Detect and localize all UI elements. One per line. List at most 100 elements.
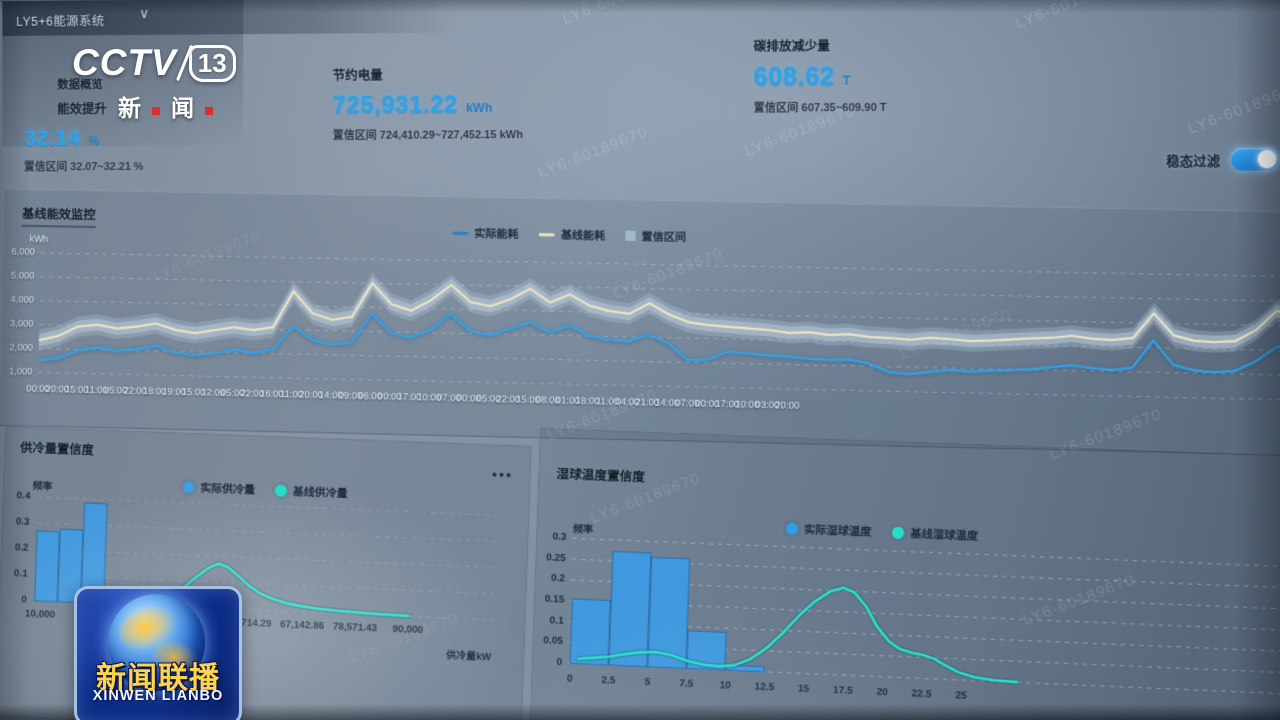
axis-tick-label: 0.25 [545,552,566,564]
metric-unit: kWh [465,100,493,116]
steady-state-filter: 稳态过滤 [1166,147,1279,171]
cctv-wordmark: CCTV [72,42,177,83]
axis-tick-label: 20 [876,686,889,699]
metric-carbon-reduction: 碳排放减少量 608.62 T 置信区间 607.35~609.90 T [754,35,887,116]
axis-tick-label: 0.05 [543,635,564,648]
chevron-down-icon[interactable]: ∨ [139,4,150,21]
dot-swatch-icon [785,522,799,535]
main-chart-svg [38,248,1280,407]
legend-item-actual-cooling[interactable]: 实际供冷量 [182,479,255,498]
axis-tick-label: 3,000 [9,318,34,330]
metric-unit: % [88,134,100,149]
metric-confidence-interval: 置信区间 724,410.29~727,452.15 kWh [332,129,523,143]
axis-tick-label: 22.5 [911,688,932,701]
axis-tick-label: 0.4 [16,490,31,502]
xinwen-lianbo-logo: 新闻联播 XINWEN LIANBO [74,586,242,720]
metric-value: 608.62 [753,62,835,92]
watermark: LY6-60189670 [1013,0,1131,33]
legend-label: 实际供冷量 [200,482,256,497]
watermark: LY6-60189670 [535,123,651,182]
legend-item-actual-wetbulb[interactable]: 实际湿球温度 [785,520,872,540]
more-options-button[interactable] [492,472,511,478]
cctv-13-logo: CCTV 13 新 闻 [72,42,236,123]
dot-swatch-icon [891,526,905,540]
axis-tick-label: 0.3 [552,531,567,544]
watermark: LY6-60189670 [1185,78,1280,139]
chart-legend: 实际能耗 基线能耗 置信区间 [452,225,686,245]
axis-tick-label: 0 [556,656,563,669]
axis-tick-label: 25 [955,690,967,702]
axis-tick-label: 10,000 [24,608,56,621]
watermark: LY6-60189670 [560,0,675,28]
square-swatch-icon [625,230,636,242]
legend-label: 基线供冷量 [292,486,348,501]
metric-label: 碳排放减少量 [753,39,830,54]
steady-state-filter-toggle[interactable] [1230,147,1279,171]
legend-label: 基线湿球温度 [910,528,979,543]
panel-title: 供冷量置信度 [19,440,95,458]
legend-item-baseline-wetbulb[interactable]: 基线湿球温度 [891,524,979,544]
panel-wetbulb-confidence: 湿球温度置信度 实际湿球温度 基线湿球温度 频率 0.3 0.25 0.2 0.15 0… [528,426,1280,720]
system-selector[interactable]: LY5+6能源系统 [16,14,105,29]
cctv-channel-name: 新 [118,95,141,121]
axis-tick-label: 10 [719,679,732,692]
axis-tick-label: 0.2 [550,573,566,585]
panel-title: 基线能效监控 [21,202,96,229]
cctv-channel-number: 13 [188,44,236,82]
line-swatch-icon [452,231,469,235]
axis-tick-label: 5,000 [10,270,35,282]
legend-label: 实际能耗 [474,228,519,241]
axis-tick-label: 0.1 [549,614,564,627]
metric-label: 节约电量 [332,68,383,83]
red-square-icon [205,107,213,115]
gridline [41,253,1280,277]
axis-tick-label: 17.5 [832,684,853,697]
program-title-latin: XINWEN LIANBO [92,688,224,704]
panel-baseline-energy-monitor: 基线能效监控 实际能耗 基线能耗 置信区间 kWh 6,000 5,000 4,00… [0,188,1280,456]
axis-tick-label: 0.3 [15,516,30,528]
metric-value: 725,931.22 [332,91,458,119]
dot-swatch-icon [182,480,195,494]
legend-label: 基线能耗 [560,229,606,243]
cctv-channel-name: 闻 [171,95,194,121]
axis-tick-label: 12.5 [754,681,775,694]
x-axis-label: 供冷量kW [445,650,492,664]
axis-tick-label: 2.5 [601,674,616,687]
time-tick-label: 20:00 [775,400,800,412]
main-chart-yticks: 6,000 5,000 4,000 3,000 2,000 1,000 [5,189,1280,377]
axis-tick-label: 0.2 [14,542,29,554]
y-axis-unit: kWh [29,233,49,246]
axis-tick-label: 0.1 [13,568,28,580]
legend-item-confidence-band[interactable]: 置信区间 [625,228,686,245]
axis-tick-label: 67,142.86 [279,619,325,633]
main-chart-xlabels: 00:00 20:00 15:00 11:00 05:00 22:00 18:00 19:00… [5,189,1280,411]
axis-tick-label: 90,000 [392,623,424,637]
axis-tick-label: 6,000 [11,246,36,258]
line-swatch-icon [538,232,555,237]
metric-value: 32.14 [23,125,81,151]
gridline [40,277,1280,302]
metric-unit: T [842,73,851,88]
toggle-knob [1257,149,1277,169]
dot-swatch-icon [274,484,288,497]
axis-tick-label: 1,000 [8,365,33,378]
axis-tick-label: 2,000 [9,341,34,354]
legend-item-baseline[interactable]: 基线能耗 [538,226,606,243]
axis-tick-label: 78,571.43 [332,621,378,635]
metric-confidence-interval: 置信区间 32.07~32.21 % [23,160,144,174]
legend-label: 实际湿球温度 [803,523,872,539]
legend-item-actual[interactable]: 实际能耗 [452,225,519,242]
axis-tick-label: 5 [644,676,651,689]
metric-confidence-interval: 置信区间 607.35~609.90 T [753,101,887,115]
metric-energy-saved: 节约电量 725,931.22 kWh 置信区间 724,410.29~727,4… [333,63,523,143]
chart-legend: 实际湿球温度 基线湿球温度 [785,520,979,544]
axis-tick-label: 0 [21,594,27,606]
red-square-icon [152,107,160,115]
legend-label: 置信区间 [641,231,687,245]
axis-tick-label: 7.5 [679,678,694,690]
histogram-bar [35,531,60,602]
axis-tick-label: 4,000 [10,294,35,306]
axis-tick-label: 0 [566,673,573,685]
legend-item-baseline-cooling[interactable]: 基线供冷量 [274,482,348,501]
